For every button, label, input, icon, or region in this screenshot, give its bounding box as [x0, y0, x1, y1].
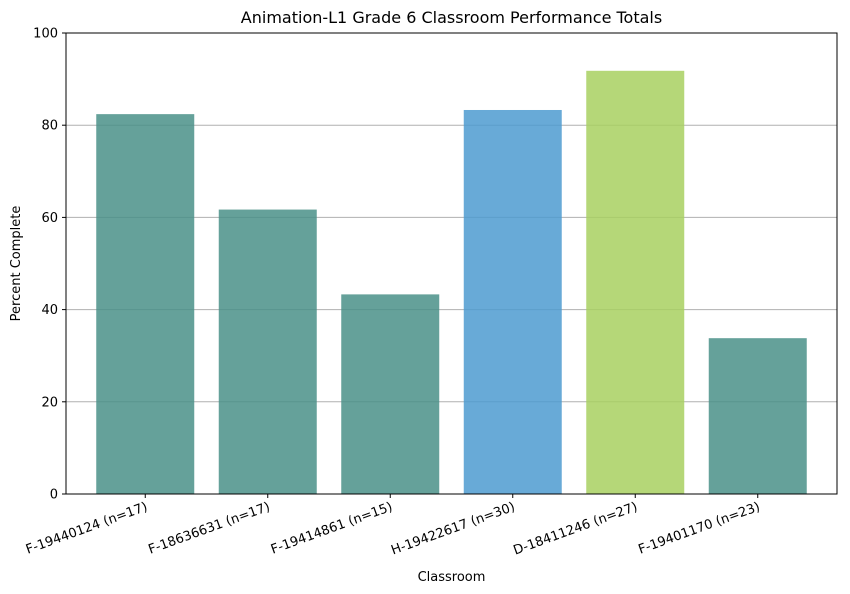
bar [463, 109, 562, 494]
bar [708, 338, 807, 494]
plot-frame [65, 32, 838, 495]
y-tick-label: 0 [50, 488, 58, 503]
bar [218, 209, 317, 495]
chart-title: Animation-L1 Grade 6 Classroom Performan… [241, 8, 662, 27]
bars [96, 70, 807, 495]
y-tick-label: 100 [33, 27, 58, 42]
y-tick-label: 60 [41, 211, 58, 226]
y-tick-label: 80 [41, 119, 58, 134]
y-axis-label: Percent Complete [9, 206, 24, 322]
gridlines [66, 124, 837, 403]
bar [96, 114, 195, 495]
x-axis-label: Classroom [418, 570, 486, 585]
y-tick-label: 20 [41, 395, 58, 410]
y-tick-label: 40 [41, 303, 58, 318]
bar [586, 70, 685, 494]
y-axis-ticks: 0 20 40 60 80 100 [33, 27, 66, 503]
bar [341, 294, 440, 494]
